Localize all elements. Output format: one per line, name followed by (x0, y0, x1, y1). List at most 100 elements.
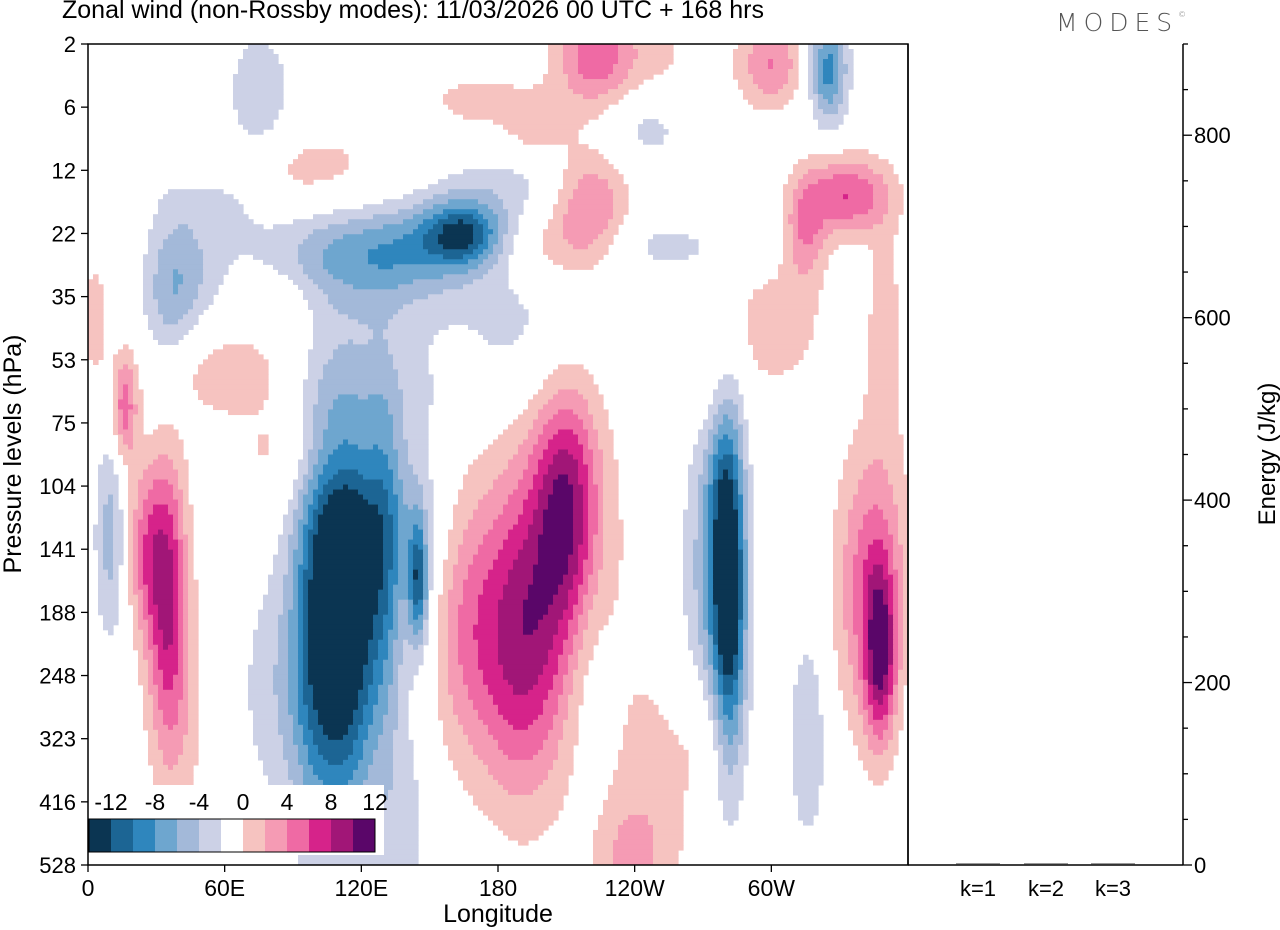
field-cell (298, 464, 309, 471)
field-cell (748, 684, 754, 691)
field-cell (538, 469, 549, 476)
field-cell (478, 754, 509, 761)
field-cell (153, 574, 174, 581)
field-cell (588, 579, 599, 586)
field-cell (238, 59, 279, 65)
field-cell (903, 559, 908, 566)
field-cell (443, 564, 454, 571)
field-cell (848, 454, 904, 461)
field-cell (313, 469, 324, 476)
field-cell (283, 519, 294, 526)
field-cell (453, 584, 464, 591)
field-cell (603, 489, 619, 496)
field-cell (563, 574, 574, 581)
field-cell (298, 704, 309, 711)
field-cell (598, 574, 619, 581)
field-cell (318, 479, 329, 486)
field-cell (508, 569, 534, 576)
field-cell (883, 734, 894, 741)
field-cell (708, 489, 714, 496)
field-cell (838, 684, 854, 691)
field-cell (318, 499, 329, 506)
field-cell (458, 604, 479, 611)
colorbar-label: 12 (362, 789, 388, 815)
field-cell (818, 84, 839, 90)
field-cell (293, 579, 299, 586)
field-cell (253, 719, 279, 726)
field-cell (688, 469, 704, 476)
field-cell (868, 684, 874, 691)
field-cell (553, 369, 589, 376)
field-cell (543, 704, 559, 711)
field-cell (398, 514, 424, 521)
field-cell (98, 499, 109, 506)
field-cell (578, 439, 589, 446)
field-cell (238, 64, 284, 70)
field-cell (423, 209, 444, 215)
field-cell (703, 624, 709, 631)
field-cell (373, 624, 384, 631)
field-cell (733, 704, 739, 711)
field-cell (743, 429, 749, 436)
energy-bar-k=2 (1024, 863, 1068, 865)
field-cell (558, 194, 574, 200)
field-cell (288, 674, 299, 681)
field-cell (683, 559, 694, 566)
field-cell (503, 429, 529, 436)
field-cell (618, 759, 689, 766)
field-cell (288, 509, 294, 516)
field-cell (708, 559, 714, 566)
field-cell (103, 519, 114, 526)
field-cell (553, 434, 579, 441)
field-cell (603, 534, 624, 541)
field-cell (538, 544, 574, 551)
field-cell (868, 689, 874, 696)
field-cell (178, 669, 184, 676)
field-cell (303, 739, 314, 746)
field-cell (113, 499, 119, 506)
field-cell (303, 484, 309, 491)
field-cell (833, 509, 849, 516)
field-cell (398, 504, 409, 511)
field-cell (298, 499, 304, 506)
field-cell (363, 204, 414, 210)
field-cell (593, 424, 609, 431)
field-cell (368, 699, 379, 706)
field-cell (733, 474, 739, 481)
field-cell (308, 659, 369, 666)
field-cell (118, 374, 134, 381)
field-cell (748, 649, 754, 656)
field-cell (793, 209, 799, 215)
field-cell (563, 49, 579, 55)
field-cell (483, 674, 504, 681)
field-cell (768, 64, 774, 70)
field-cell (308, 349, 334, 355)
field-cell (713, 669, 719, 676)
field-cell (838, 484, 859, 491)
field-cell (583, 74, 609, 80)
field-cell (493, 189, 529, 195)
field-cell (798, 159, 889, 165)
wind-field-heatmap (88, 44, 908, 865)
field-cell (348, 439, 394, 446)
field-cell (748, 509, 754, 516)
field-cell (613, 64, 634, 70)
field-cell (848, 444, 904, 451)
field-cell (328, 414, 394, 421)
field-cell (793, 169, 809, 175)
field-cell (103, 459, 114, 466)
field-cell (838, 89, 844, 95)
field-cell (428, 539, 434, 546)
field-cell (393, 739, 414, 746)
field-cell (738, 464, 744, 471)
field-cell (868, 599, 874, 606)
field-cell (288, 164, 349, 170)
field-cell (248, 669, 274, 676)
field-cell (543, 79, 569, 85)
field-cell (158, 689, 184, 696)
field-cell (393, 664, 399, 671)
field-cell (138, 409, 144, 416)
field-cell (153, 594, 174, 601)
field-cell (388, 604, 394, 611)
field-cell (713, 394, 744, 401)
